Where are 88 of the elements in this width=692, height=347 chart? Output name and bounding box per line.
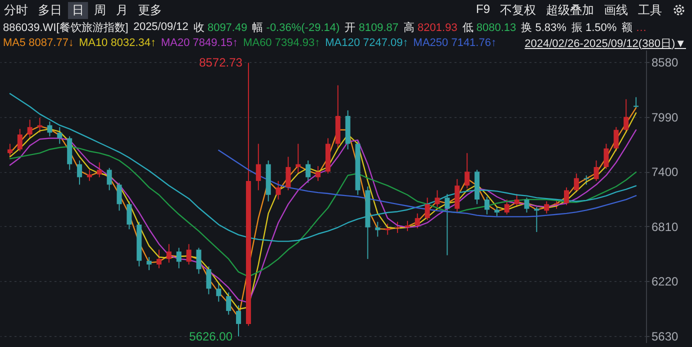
candlestick <box>126 200 132 230</box>
text: 2025/09/12 <box>133 21 188 33</box>
candlestick <box>554 199 560 210</box>
annotation: 5626.00 <box>189 329 233 344</box>
text: 工具 <box>637 2 663 18</box>
candlestick <box>226 292 232 316</box>
candlestick <box>464 152 470 189</box>
candlestick <box>564 186 569 206</box>
candlestick <box>276 180 281 200</box>
candlestick <box>156 249 162 269</box>
candlestick <box>494 206 500 217</box>
candlestick <box>146 256 152 271</box>
candlestick <box>306 160 311 184</box>
text: 额 … <box>622 22 647 34</box>
candlestick <box>414 212 420 229</box>
text: MA60 7394.93↑ <box>243 37 320 49</box>
text: 月 <box>115 2 129 18</box>
text: 更多 <box>137 2 163 18</box>
candlestick <box>424 197 430 220</box>
text: 换 5.83% <box>521 22 566 34</box>
text: 不复权 <box>499 2 537 18</box>
candlestick <box>395 221 400 234</box>
candlestick <box>544 200 550 214</box>
line-series <box>9 146 637 278</box>
candlestick <box>96 162 102 178</box>
candlestick <box>444 193 450 256</box>
candlestick <box>504 199 510 215</box>
text: MA250 7141.76↑ <box>413 37 496 49</box>
y-tick-label: 6220 <box>652 274 679 289</box>
candlestick <box>604 143 609 170</box>
candlestick <box>574 173 579 193</box>
candlestick <box>27 119 32 139</box>
text: 幅 -0.36%(-29.14) <box>252 22 340 34</box>
candlestick <box>196 247 202 274</box>
y-tick-label: 8580 <box>652 56 679 70</box>
candlestick <box>57 126 62 144</box>
line-series <box>218 150 637 218</box>
text: F9 <box>474 2 491 18</box>
candlestick <box>37 117 42 134</box>
y-tick-label: 7990 <box>652 110 679 124</box>
candlestick <box>186 244 192 266</box>
text: 2024/02/26-2025/09/12(380日)▼ <box>524 36 686 50</box>
text: 高 8201.93 <box>403 22 458 34</box>
candlestick <box>404 220 410 232</box>
candlestick <box>176 247 182 269</box>
text: 收 8097.49 <box>193 22 248 34</box>
candlestick <box>514 193 520 208</box>
candlestick <box>434 190 440 208</box>
annotation: 8572.73 <box>199 56 243 70</box>
candlestick <box>614 126 619 152</box>
text: 开 8109.87 <box>344 22 398 34</box>
candlestick <box>286 156 291 191</box>
candlestick <box>77 160 82 186</box>
candlestick <box>484 196 490 215</box>
line-series <box>9 93 637 242</box>
candlestick <box>296 143 301 174</box>
candlestick <box>17 128 22 152</box>
text: 振 1.50% <box>571 22 617 34</box>
text: 日 <box>68 2 88 18</box>
text: 分时 <box>3 2 29 18</box>
candlestick <box>116 182 122 212</box>
text: MA120 7247.09↑ <box>325 37 408 49</box>
y-tick-label: 6810 <box>652 220 679 234</box>
text: 画线 <box>603 2 629 18</box>
candlestick <box>206 266 212 295</box>
candlestick <box>7 143 12 158</box>
chart-title: 886039.WI[餐饮旅游指数] <box>3 20 128 34</box>
candlestick <box>216 282 222 302</box>
candlestick <box>594 160 599 182</box>
text: MA20 7849.15↑ <box>161 37 238 49</box>
candlestick <box>584 174 589 186</box>
text: 超级叠加 <box>545 2 595 18</box>
text: 周 <box>93 2 107 18</box>
text: MA5 8087.77↓ <box>3 37 74 49</box>
candlestick <box>316 166 321 182</box>
text: 多日 <box>37 2 63 18</box>
candlestick <box>166 244 172 264</box>
candlestick <box>106 167 112 191</box>
text: 低 8080.13 <box>462 22 516 34</box>
candlestick <box>236 304 242 337</box>
text: MA10 8032.34↑ <box>78 37 156 49</box>
candlestick <box>624 98 629 134</box>
y-tick-label: 5630 <box>652 330 679 344</box>
candlestick <box>454 178 460 214</box>
candlestick <box>47 121 52 137</box>
candlestick <box>524 197 530 214</box>
y-tick-label: 7400 <box>652 165 679 180</box>
candlestick <box>256 143 261 191</box>
